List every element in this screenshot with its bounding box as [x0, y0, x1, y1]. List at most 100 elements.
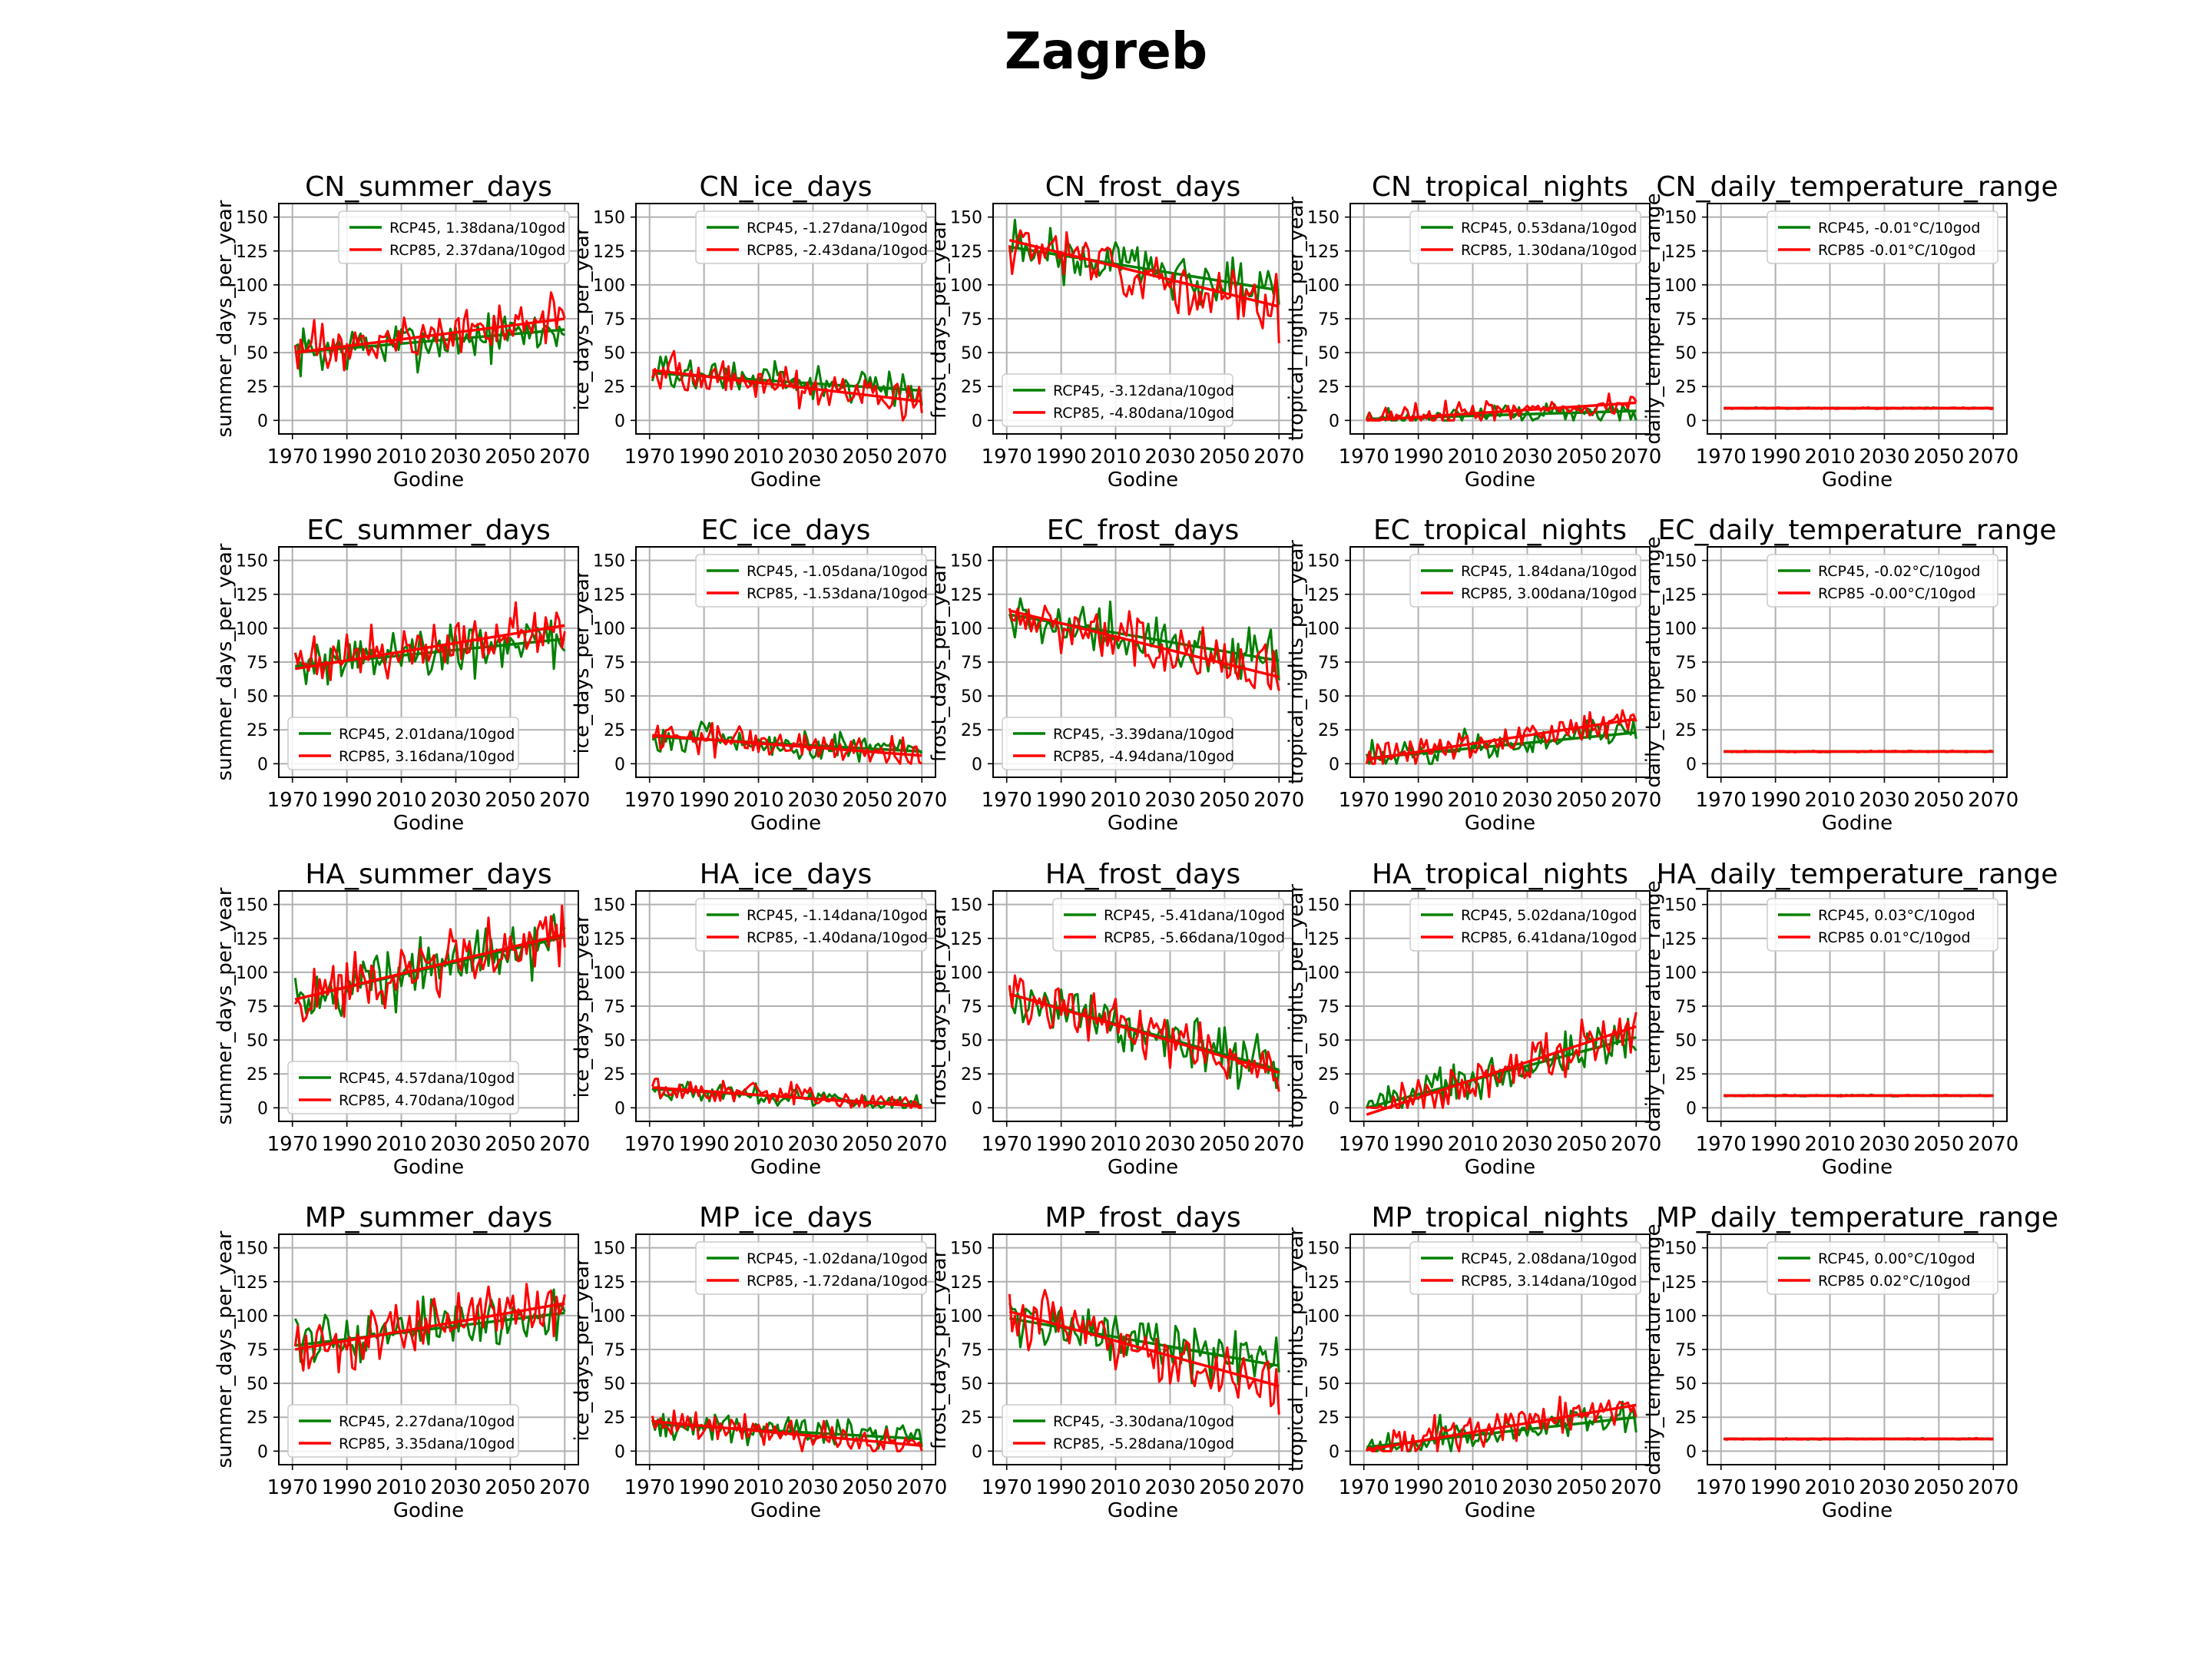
y-tick-label: 0: [257, 755, 268, 774]
x-tick-label: 1990: [1036, 445, 1087, 469]
y-tick-label: 75: [247, 310, 268, 329]
y-tick-label: 25: [604, 1409, 625, 1428]
x-tick-label: 1990: [679, 789, 730, 812]
y-axis-label: daily_temperature_range: [1642, 880, 1665, 1131]
legend-label: RCP45, -1.27dana/10god: [747, 220, 928, 237]
y-tick-label: 100: [236, 1307, 268, 1326]
x-tick-label: 1990: [1393, 789, 1444, 812]
legend-box: [1002, 373, 1233, 427]
figure-title: Zagreb: [1004, 22, 1208, 81]
x-tick-label: 2010: [733, 1476, 783, 1499]
series-line: [1008, 229, 1280, 343]
x-tick-label: 1970: [982, 1476, 1032, 1499]
y-tick-label: 75: [1675, 310, 1697, 329]
series-line: [1008, 1289, 1280, 1415]
legend-label: RCP85, -4.94dana/10god: [1053, 748, 1234, 765]
y-tick-label: 150: [1307, 1240, 1339, 1259]
y-tick-label: 100: [1307, 964, 1339, 983]
y-tick-label: 75: [1675, 998, 1697, 1017]
y-tick-label: 25: [247, 1065, 268, 1084]
x-tick-label: 2010: [1804, 445, 1855, 469]
y-tick-label: 75: [247, 998, 268, 1017]
x-tick-label: 2070: [1968, 445, 2018, 469]
x-axis-label: Godine: [1822, 1499, 1892, 1522]
x-tick-label: 2030: [1502, 445, 1552, 469]
y-axis-label: daily_temperature_range: [1642, 193, 1665, 444]
subplot-CN_tropical_nights: 0 25 50 75 100 125 150 1970 1990 2010 2030 2050 2070…: [1285, 171, 1661, 492]
y-tick-label: 50: [961, 687, 982, 707]
x-tick-label: 1970: [1696, 1476, 1747, 1499]
x-tick-label: 2010: [1090, 1133, 1141, 1156]
y-axis-label: frost_days_per_year: [928, 218, 951, 419]
trend-line: [652, 1086, 922, 1108]
x-tick-label: 1990: [1036, 1476, 1087, 1499]
y-tick-label: 125: [950, 1273, 982, 1293]
legend-label: RCP85 -0.00°C/10god: [1818, 585, 1975, 602]
y-tick-label: 125: [1664, 243, 1697, 262]
legend-label: RCP45, 1.84dana/10god: [1461, 563, 1637, 580]
x-tick-label: 1970: [267, 1476, 318, 1499]
subplot-title: EC_summer_days: [306, 515, 551, 546]
y-tick-label: 50: [1318, 344, 1339, 363]
y-axis-label: daily_temperature_range: [1642, 1224, 1665, 1475]
x-axis-label: Godine: [393, 469, 464, 492]
legend-box: [1409, 210, 1641, 264]
x-tick-label: 2070: [896, 445, 947, 469]
x-tick-label: 1990: [1750, 789, 1801, 812]
legend-box: [695, 554, 927, 608]
x-tick-label: 1970: [1696, 1133, 1747, 1156]
legend-box: [1002, 1404, 1233, 1458]
x-tick-label: 2030: [787, 1476, 838, 1499]
y-tick-label: 25: [1675, 1065, 1697, 1084]
x-axis-label: Godine: [1465, 812, 1535, 835]
y-tick-label: 75: [604, 654, 625, 673]
trend-line: [295, 317, 565, 354]
y-tick-label: 100: [1664, 276, 1697, 296]
x-tick-label: 2050: [1913, 789, 1964, 812]
subplot-EC_tropical_nights: 0 25 50 75 100 125 150 1970 1990 2010 2030 2050 2070…: [1285, 515, 1661, 835]
y-axis-label: tropical_nights_per_year: [1285, 884, 1308, 1128]
y-tick-label: 150: [1307, 896, 1339, 916]
x-tick-label: 2010: [733, 789, 783, 812]
y-axis-label: ice_days_per_year: [571, 570, 594, 753]
y-axis-label: ice_days_per_year: [571, 914, 594, 1098]
x-tick-label: 2070: [539, 445, 590, 469]
y-tick-label: 75: [604, 310, 625, 329]
x-axis-label: Godine: [1822, 812, 1892, 835]
trend-line: [294, 932, 565, 1001]
axes-frame: [992, 546, 1293, 778]
y-tick-label: 25: [1318, 721, 1339, 740]
legend-label: RCP85, 3.16dana/10god: [339, 748, 515, 765]
y-tick-label: 125: [1664, 930, 1697, 949]
subplot-title: MP_summer_days: [305, 1202, 552, 1233]
x-tick-label: 2010: [376, 1133, 426, 1156]
x-tick-label: 2070: [1253, 1476, 1304, 1499]
legend-label: RCP45, -0.02°C/10god: [1818, 563, 1981, 580]
y-tick-label: 50: [247, 1031, 268, 1051]
y-tick-label: 125: [1307, 1273, 1339, 1293]
trend-line: [1008, 609, 1280, 679]
subplot-MP_summer_days: 0 25 50 75 100 125 150 1970 1990 2010 2030 2050 2070…: [214, 1202, 590, 1522]
subplot-title: EC_ice_days: [701, 515, 871, 546]
y-tick-label: 50: [961, 344, 982, 363]
legend-label: RCP45, 4.57dana/10god: [339, 1070, 515, 1087]
y-tick-label: 50: [1318, 1375, 1339, 1394]
x-tick-label: 2010: [1447, 1476, 1498, 1499]
y-tick-label: 50: [604, 1031, 625, 1051]
subplot-CN_daily_temperature_range: 0 25 50 75 100 125 150 1970 1990 2010 2030 2050 2070…: [1642, 171, 2058, 492]
legend-box: [1409, 554, 1641, 608]
y-tick-label: 150: [236, 1240, 268, 1259]
y-tick-label: 25: [1675, 721, 1697, 740]
subplot-CN_summer_days: 0 25 50 75 100 125 150 1970 1990 2010 2030 2050 2070…: [214, 171, 590, 492]
subplot-title: EC_frost_days: [1047, 515, 1239, 546]
legend-label: RCP45, 2.01dana/10god: [339, 726, 515, 743]
legend-label: RCP85, -4.80dana/10god: [1053, 405, 1234, 422]
y-axis-label: summer_days_per_year: [214, 1230, 237, 1468]
x-axis-label: Godine: [393, 812, 464, 835]
axes-frame: [635, 546, 936, 778]
legend-label: RCP85, -5.66dana/10god: [1104, 929, 1285, 946]
y-tick-label: 100: [236, 276, 268, 296]
y-tick-label: 150: [593, 552, 625, 571]
y-tick-label: 75: [961, 310, 982, 329]
